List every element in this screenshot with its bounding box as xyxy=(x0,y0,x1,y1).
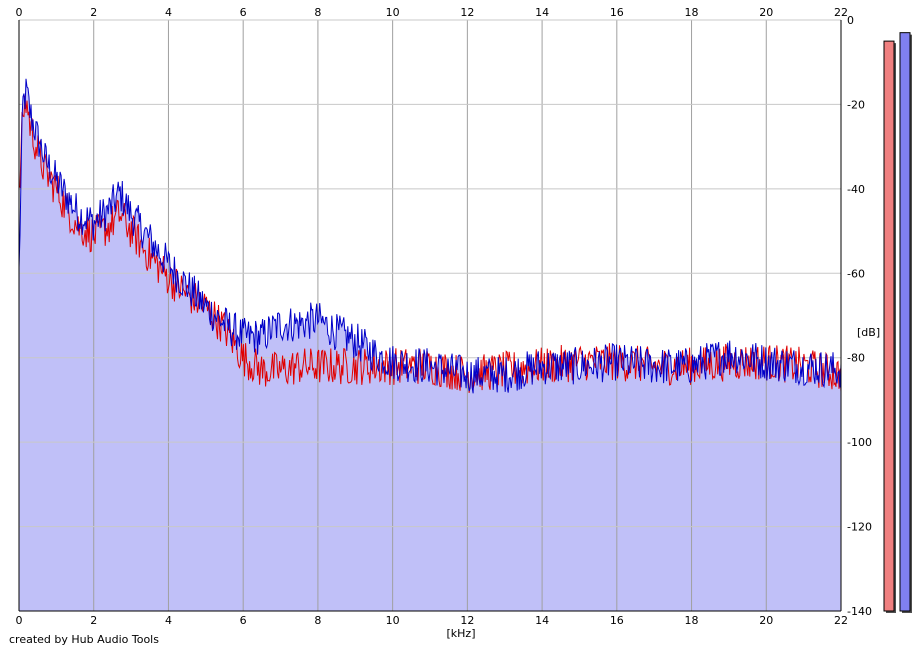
x-tick-label-bottom: 12 xyxy=(460,614,474,627)
x-tick-label-top: 6 xyxy=(240,6,247,19)
y-axis-label: [dB] xyxy=(857,326,880,339)
x-tick-label-top: 10 xyxy=(386,6,400,19)
y-tick-label: 0 xyxy=(847,14,854,27)
y-tick-label: -120 xyxy=(847,521,872,534)
x-tick-label-bottom: 10 xyxy=(386,614,400,627)
x-tick-label-top: 14 xyxy=(535,6,549,19)
x-tick-label-bottom: 6 xyxy=(240,614,247,627)
y-tick-label: -20 xyxy=(847,98,865,111)
x-tick-label-top: 20 xyxy=(759,6,773,19)
x-tick-label-top: 18 xyxy=(685,6,699,19)
x-tick-label-bottom: 22 xyxy=(834,614,848,627)
x-tick-label-bottom: 14 xyxy=(535,614,549,627)
axis-layer: 002244668810101212141416161818202022220-… xyxy=(16,6,872,627)
x-tick-label-bottom: 16 xyxy=(610,614,624,627)
x-tick-label-top: 8 xyxy=(314,6,321,19)
level-meter-bar xyxy=(883,40,895,612)
x-tick-label-bottom: 8 xyxy=(314,614,321,627)
x-tick-label-bottom: 18 xyxy=(685,614,699,627)
x-tick-label-top: 2 xyxy=(90,6,97,19)
x-axis-label: [kHz] xyxy=(447,627,476,640)
x-tick-label-top: 4 xyxy=(165,6,172,19)
x-tick-label-top: 12 xyxy=(460,6,474,19)
y-tick-label: -100 xyxy=(847,436,872,449)
x-tick-label-top: 22 xyxy=(834,6,848,19)
series-line-blue xyxy=(18,78,842,394)
x-tick-label-bottom: 0 xyxy=(16,614,23,627)
level-meters xyxy=(883,32,912,614)
y-tick-label: -60 xyxy=(847,267,865,280)
y-tick-label: -140 xyxy=(847,605,872,618)
credit-text: created by Hub Audio Tools xyxy=(9,633,159,646)
spectrum-area xyxy=(19,78,841,612)
y-tick-label: -40 xyxy=(847,183,865,196)
x-tick-label-bottom: 4 xyxy=(165,614,172,627)
x-tick-label-top: 16 xyxy=(610,6,624,19)
y-tick-label: -80 xyxy=(847,352,865,365)
x-tick-label-bottom: 2 xyxy=(90,614,97,627)
spectrum-fill-layer xyxy=(19,78,841,612)
x-tick-label-top: 0 xyxy=(16,6,23,19)
x-tick-label-bottom: 20 xyxy=(759,614,773,627)
level-meter-bar xyxy=(899,32,911,612)
series-layer xyxy=(18,78,842,394)
